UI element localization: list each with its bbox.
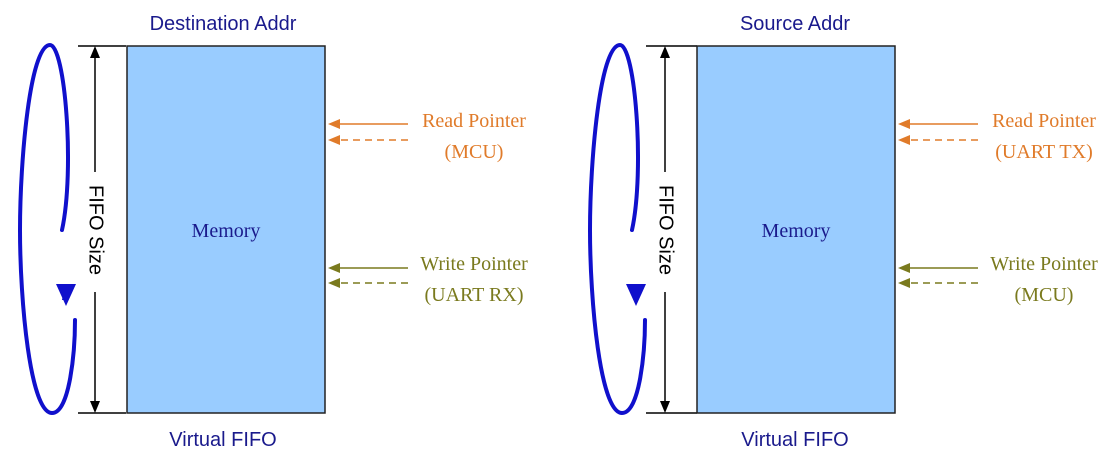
panel-source: Source Addr FIFO Size Memory Read Pointe…	[587, 13, 1098, 451]
memory-block	[696, 45, 896, 414]
write-pointer-owner: (UART RX)	[425, 284, 524, 306]
size-label-bg	[654, 172, 676, 292]
memory-block	[126, 45, 326, 414]
read-pointer-arrow-head	[898, 119, 910, 129]
cycle-arrow-head	[626, 284, 646, 306]
cycle-arrow-loop	[17, 42, 77, 416]
cycle-arrow-head	[56, 284, 76, 306]
read-pointer-arrow-head	[328, 119, 340, 129]
write-pointer-arrow-head	[898, 263, 910, 273]
panel-destination: Destination Addr FIFO Size Memory Read P…	[17, 13, 528, 451]
read-pointer-dashed-head	[898, 135, 910, 145]
memory-label: Memory	[192, 220, 261, 242]
size-arrow-down	[90, 401, 100, 413]
read-pointer-owner: (MCU)	[445, 141, 504, 163]
panel-title: Source Addr	[740, 13, 850, 35]
read-pointer-label: Read Pointer	[422, 110, 526, 132]
write-pointer-dashed-head	[898, 278, 910, 288]
size-label-bg	[84, 172, 106, 292]
fifo-size-label: FIFO Size	[655, 185, 677, 275]
memory-label: Memory	[762, 220, 831, 242]
size-arrow-down	[660, 401, 670, 413]
write-pointer-dashed-head	[328, 278, 340, 288]
cycle-arrow-loop	[587, 42, 647, 416]
size-arrow-up	[90, 46, 100, 58]
read-pointer-label: Read Pointer	[992, 110, 1096, 132]
read-pointer-owner: (UART TX)	[995, 141, 1093, 163]
size-arrow-up	[660, 46, 670, 58]
panel-title: Destination Addr	[150, 13, 297, 35]
write-pointer-label: Write Pointer	[420, 253, 528, 275]
write-pointer-owner: (MCU)	[1015, 284, 1074, 306]
read-pointer-dashed-head	[328, 135, 340, 145]
fifo-size-label: FIFO Size	[85, 185, 107, 275]
panel-caption: Virtual FIFO	[169, 429, 276, 451]
write-pointer-arrow-head	[328, 263, 340, 273]
panel-caption: Virtual FIFO	[741, 429, 848, 451]
write-pointer-label: Write Pointer	[990, 253, 1098, 275]
